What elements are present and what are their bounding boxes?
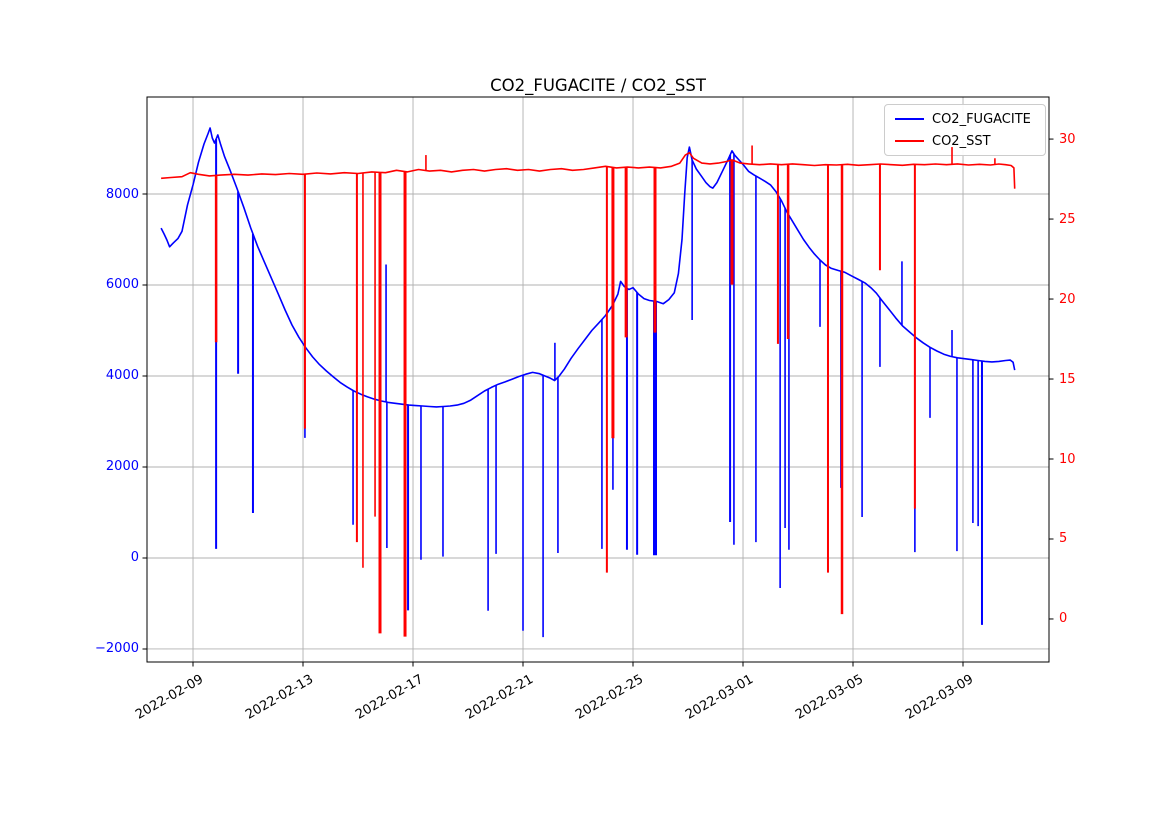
y-right-tick-label: 10 [1059, 451, 1076, 467]
legend-entry-co2-sst: CO2_SST [895, 133, 1035, 150]
gridlines [147, 97, 1049, 662]
y-left-tick-label: −2000 [95, 641, 139, 657]
y-left-tick-label: 6000 [105, 277, 139, 293]
legend-line-sample-red [895, 140, 924, 142]
y-right-tick-label: 30 [1059, 131, 1076, 147]
y-left-tick-label: 8000 [105, 186, 139, 202]
axes-spines [142, 96, 1054, 667]
legend-label: CO2_SST [932, 133, 991, 149]
legend-line-sample-blue [895, 118, 924, 120]
main-line [160, 127, 1016, 408]
series-co2-fugacite [160, 127, 1016, 638]
y-right-tick-label: 5 [1059, 531, 1068, 547]
legend: CO2_FUGACITE CO2_SST [884, 104, 1046, 156]
y-right-tick-label: 25 [1059, 211, 1076, 227]
y-right-tick-label: 0 [1059, 611, 1068, 627]
y-left-tick-label: 2000 [105, 459, 139, 475]
y-right-tick-label: 20 [1059, 291, 1076, 307]
chart-title: CO2_FUGACITE / CO2_SST [490, 76, 706, 95]
y-right-tick-label: 15 [1059, 371, 1076, 387]
y-left-tick-label: 4000 [105, 368, 139, 384]
legend-label: CO2_FUGACITE [932, 111, 1031, 127]
y-left-tick-label: 0 [130, 550, 139, 566]
legend-entry-co2-fugacite: CO2_FUGACITE [895, 111, 1035, 128]
